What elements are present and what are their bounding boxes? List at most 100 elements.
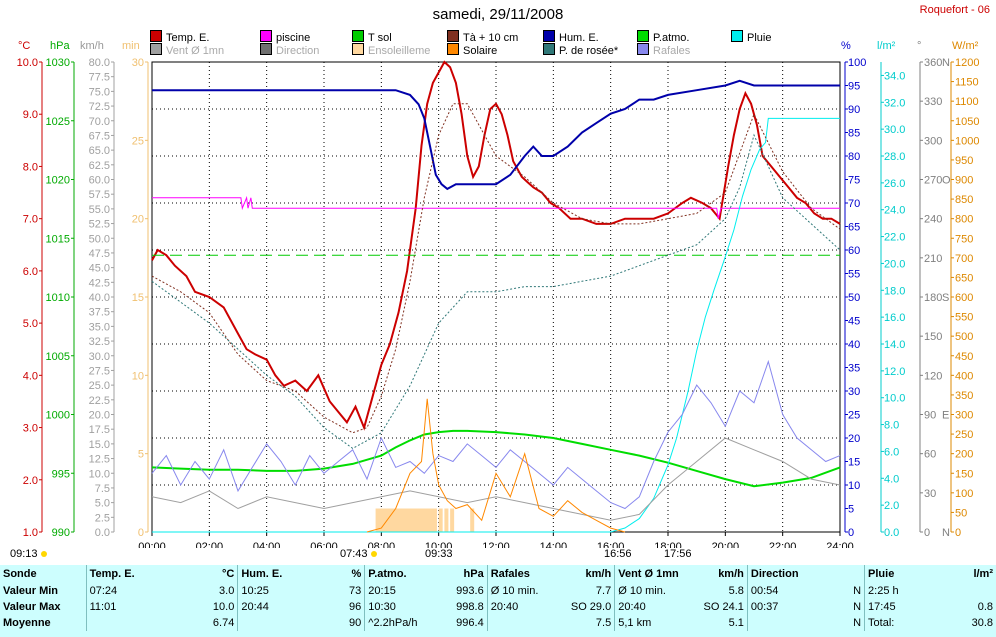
y-tick-label-solar: 650 xyxy=(955,272,973,284)
y-tick-label-dir: 360 xyxy=(924,57,942,69)
y-tick-label-wind: 67.5 xyxy=(89,130,110,142)
legend-swatch xyxy=(150,43,162,55)
stats-header: °C xyxy=(222,568,235,580)
y-tick-label-dir: 270 xyxy=(924,175,942,187)
y-tick-label-temp: 9.0 xyxy=(23,109,38,121)
sunshine-bar xyxy=(444,508,449,532)
stat-cell: 10:25 xyxy=(237,583,334,599)
y-tick-label-hum: 10 xyxy=(848,480,860,492)
stat-cell: 10:30 xyxy=(364,599,441,615)
legend-swatch xyxy=(447,30,459,42)
stat-cell: 998.8 xyxy=(456,601,484,613)
legend-swatch xyxy=(352,30,364,42)
direction-label: N xyxy=(942,57,950,69)
y-tick-label-wind: 45.0 xyxy=(89,263,110,275)
legend-item: piscine xyxy=(260,30,310,44)
stats-panel: Sonde Temp. E. °C Hum. E. % P.atmo. hPa … xyxy=(0,565,996,637)
unit-min: min xyxy=(122,40,140,52)
legend-label: Hum. E. xyxy=(559,32,599,44)
stat-cell: 11:01 xyxy=(85,599,202,615)
y-tick-label-hum: 65 xyxy=(848,222,860,234)
y-tick-label-press: 1025 xyxy=(46,116,70,128)
y-tick-label-min: 0 xyxy=(138,527,144,539)
sunshine-bar xyxy=(424,508,429,532)
stats-header: % xyxy=(351,568,362,580)
row-label: Valeur Min xyxy=(3,585,59,597)
row-label: Valeur Max xyxy=(3,601,61,613)
legend-item: Temp. E. xyxy=(150,30,209,44)
stat-cell: 30.8 xyxy=(971,617,993,629)
unit-solar: W/m² xyxy=(952,40,979,52)
direction-label: S xyxy=(942,292,949,304)
y-tick-label-rain: 34.0 xyxy=(884,70,905,82)
y-tick-label-temp: 10.0 xyxy=(17,57,38,69)
y-tick-label-solar: 0 xyxy=(955,527,961,539)
y-tick-label-hum: 85 xyxy=(848,128,860,140)
sunshine-bar xyxy=(432,508,437,532)
y-tick-label-dir: 210 xyxy=(924,253,942,265)
stat-cell: 7.7 xyxy=(595,585,612,597)
legend-swatch xyxy=(637,43,649,55)
y-tick-label-press: 995 xyxy=(52,468,70,480)
legend-swatch xyxy=(731,30,743,42)
y-tick-label-rain: 28.0 xyxy=(884,151,905,163)
x-tick-label: 00:00 xyxy=(138,541,166,548)
stats-header xyxy=(833,565,864,583)
sunshine-bar xyxy=(430,508,435,532)
x-tick-label: 20:00 xyxy=(712,541,740,548)
y-tick-label-wind: 30.0 xyxy=(89,351,110,363)
legend-item: Direction xyxy=(260,43,319,57)
legend-label: P. de rosée* xyxy=(559,45,619,57)
marker-4: 17:56 xyxy=(664,548,692,560)
legend-swatch xyxy=(543,43,555,55)
legend-item: Vent Ø 1mn xyxy=(150,43,224,57)
y-tick-label-hum: 80 xyxy=(848,151,860,163)
sunshine-bar xyxy=(381,508,386,532)
x-tick-label: 02:00 xyxy=(196,541,224,548)
y-tick-label-rain: 12.0 xyxy=(884,366,905,378)
stats-header: l/m² xyxy=(973,568,993,580)
y-tick-label-rain: 8.0 xyxy=(884,420,899,432)
stats-header: km/h xyxy=(585,568,612,580)
stat-cell: 996.4 xyxy=(456,617,484,629)
stats-header: km/h xyxy=(718,568,744,580)
y-tick-label-wind: 37.5 xyxy=(89,307,110,319)
y-tick-label-wind: 17.5 xyxy=(89,424,110,436)
y-tick-label-solar: 1050 xyxy=(955,116,979,128)
y-tick-label-press: 1000 xyxy=(46,410,70,422)
y-tick-label-rain: 26.0 xyxy=(884,178,905,190)
sunshine-bar xyxy=(412,508,417,532)
marker-1-time: 07:43 xyxy=(340,548,368,560)
y-tick-label-hum: 75 xyxy=(848,175,860,187)
stats-row-min: Valeur Min 07:24 3.0 10:25 73 20:15 993.… xyxy=(0,583,996,599)
sunshine-bar xyxy=(410,508,414,532)
unit-press: hPa xyxy=(50,40,70,52)
legend-item: P.atmo. xyxy=(637,30,690,44)
x-tick-label: 24:00 xyxy=(826,541,854,548)
sunrise-time: 09:13 xyxy=(10,548,38,560)
legend-label: Direction xyxy=(276,45,320,57)
y-tick-label-dir: 330 xyxy=(924,96,942,108)
y-tick-label-solar: 1100 xyxy=(955,96,979,108)
y-tick-label-min: 20 xyxy=(132,214,144,226)
stats-header: Vent Ø 1mn xyxy=(614,565,696,583)
sunshine-bar xyxy=(392,508,397,532)
y-tick-label-hum: 5 xyxy=(848,504,854,516)
stat-cell: Total: xyxy=(864,615,951,631)
y-tick-label-min: 30 xyxy=(132,57,144,69)
y-tick-label-dir: 90 xyxy=(924,410,936,422)
y-tick-label-wind: 50.0 xyxy=(89,233,110,245)
y-tick-label-solar: 700 xyxy=(955,253,973,265)
y-tick-label-hum: 15 xyxy=(848,457,860,469)
stat-cell: 00:37 xyxy=(746,599,834,615)
direction-label: N xyxy=(942,527,950,539)
series-pluie xyxy=(152,117,840,533)
sunshine-bar xyxy=(470,508,475,532)
series-solaire xyxy=(366,398,626,533)
y-tick-label-press: 990 xyxy=(52,527,70,539)
sunshine-bar xyxy=(384,508,389,532)
y-tick-label-hum: 50 xyxy=(848,292,860,304)
legend-item: Solaire xyxy=(447,43,497,57)
y-tick-label-hum: 55 xyxy=(848,269,860,281)
stat-cell: N xyxy=(853,585,862,597)
